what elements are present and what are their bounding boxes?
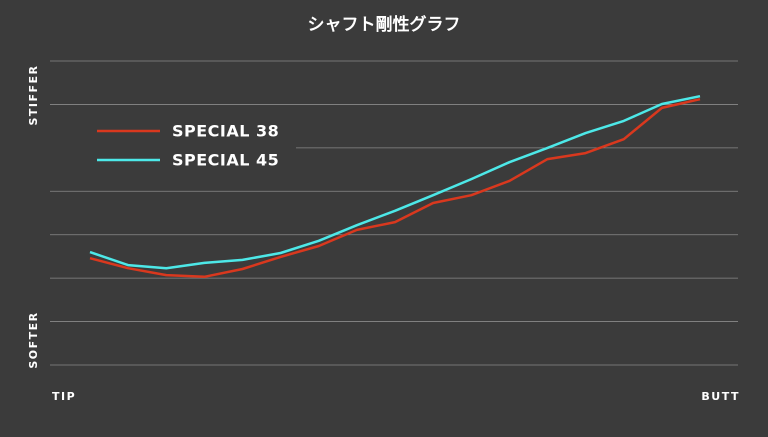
y-label-top: STIFFER	[27, 64, 40, 125]
legend-label: SPECIAL 38	[172, 122, 279, 141]
y-label-bottom: SOFTER	[27, 311, 40, 368]
chart-title: シャフト剛性グラフ	[308, 14, 461, 35]
series-line	[89, 97, 701, 279]
series-line	[89, 94, 701, 270]
legend-label: SPECIAL 45	[172, 151, 279, 170]
x-label-left: TIP	[52, 390, 76, 403]
legend-background	[46, 112, 296, 180]
x-label-right: BUTT	[701, 390, 740, 403]
